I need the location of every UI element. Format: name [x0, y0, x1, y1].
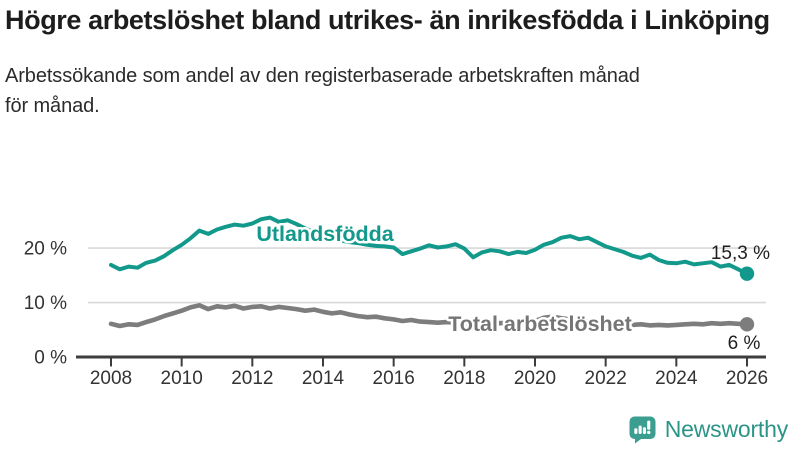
series-end-dot: [739, 317, 755, 332]
series-line-total: [108, 303, 750, 329]
x-axis-tick-label: 2016: [373, 368, 415, 389]
newsworthy-logo: Newsworthy: [628, 415, 788, 444]
chart-header: Högre arbetslöshet bland utrikes- än inr…: [5, 4, 785, 121]
brand-name: Newsworthy: [664, 416, 788, 442]
x-axis-tick-label: 2026: [726, 368, 768, 389]
x-axis-tick-label: 2012: [231, 368, 273, 389]
x-axis-tick-label: 2020: [514, 368, 556, 389]
page-title: Högre arbetslöshet bland utrikes- än inr…: [5, 5, 770, 35]
speech-bubble-bar-chart-icon: [629, 416, 656, 444]
x-axis-tick-label: 2014: [302, 368, 345, 389]
series-end-dot: [739, 266, 755, 281]
y-axis-tick-label: 20 %: [24, 239, 67, 260]
chart-subtitle: Arbetssökande som andel av den registerb…: [5, 65, 640, 117]
series-label: Utlandsfödda: [256, 222, 394, 246]
series-line-utlandsfodda: [109, 215, 749, 276]
x-axis-tick-label: 2022: [585, 368, 627, 389]
series-label: Total arbetslöshet: [448, 312, 632, 336]
x-axis-tick-label: 2008: [90, 368, 132, 389]
end-value-annotation: 6 %: [728, 333, 761, 354]
x-axis-tick-label: 2024: [655, 368, 698, 389]
x-axis-tick-label: 2010: [161, 368, 203, 389]
end-value-annotation: 15,3 %: [711, 243, 770, 264]
y-axis-tick-label: 10 %: [24, 293, 67, 314]
y-axis-tick-label: 0 %: [34, 348, 67, 369]
x-axis-tick-label: 2018: [443, 368, 485, 389]
